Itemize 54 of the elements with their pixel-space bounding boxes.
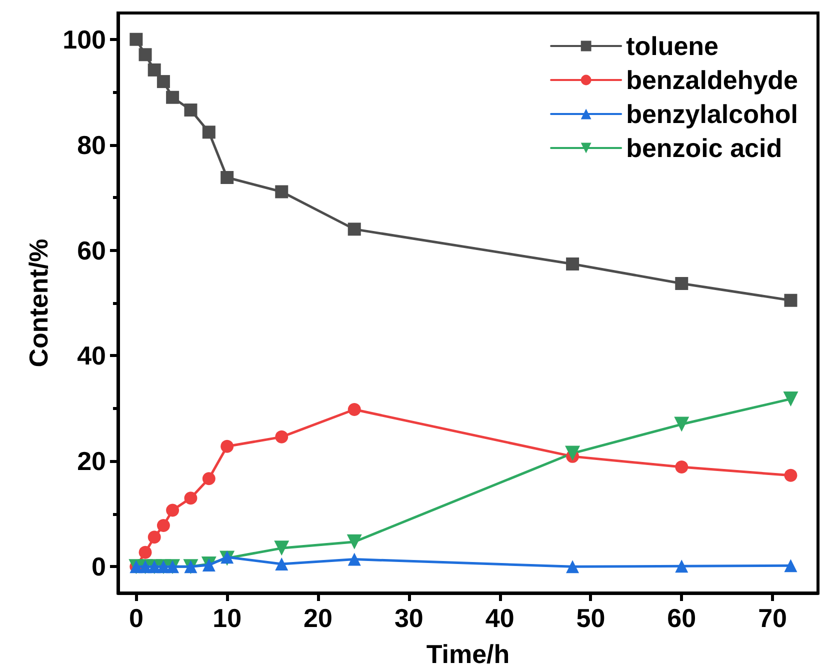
point [138, 546, 152, 559]
point [566, 560, 580, 574]
point [674, 416, 690, 432]
point [348, 552, 361, 566]
point [274, 540, 290, 556]
point [783, 391, 798, 406]
y-tick-label: 60 [77, 235, 106, 266]
point [675, 560, 688, 573]
y-tick-label: 0 [92, 552, 106, 582]
point [565, 446, 580, 461]
point [220, 171, 234, 184]
legend-label: benzaldehyde [626, 65, 798, 95]
point [675, 460, 688, 474]
point [166, 504, 180, 517]
point [566, 257, 580, 270]
y-tick-label: 80 [77, 130, 106, 160]
x-tick-label: 10 [212, 603, 242, 633]
point [184, 492, 198, 505]
point [220, 440, 234, 453]
point [138, 48, 152, 62]
y-tick-label: 100 [62, 24, 106, 54]
point [130, 32, 143, 46]
legend-label: benzylalcohol [626, 99, 798, 129]
x-tick-label: 20 [304, 603, 332, 633]
y-axis-title: Content/% [24, 238, 54, 368]
point [346, 534, 362, 550]
point [202, 472, 216, 486]
x-tick-label: 60 [667, 603, 696, 633]
y-tick-label: 40 [77, 340, 106, 371]
point [784, 559, 798, 572]
x-axis-title: Time/h [426, 639, 510, 669]
point [275, 185, 288, 198]
y-tick-label: 20 [77, 446, 106, 476]
x-tick-label: 70 [758, 603, 788, 633]
point [156, 75, 170, 88]
x-tick-label: 0 [128, 603, 144, 633]
point [784, 294, 798, 307]
x-tick-label: 30 [394, 603, 424, 633]
point [348, 403, 361, 416]
point [675, 276, 688, 290]
point [156, 519, 170, 532]
point [202, 126, 216, 139]
x-tick-label: 50 [576, 603, 606, 633]
point [166, 90, 180, 104]
x-tick-label: 40 [485, 603, 514, 633]
point [348, 222, 361, 236]
legend-label: benzoic acid [626, 133, 782, 163]
point [148, 530, 161, 544]
point [275, 430, 288, 444]
point [784, 468, 798, 482]
point [184, 104, 198, 117]
legend-label: toluene [626, 31, 719, 61]
point [275, 558, 288, 570]
point [148, 63, 161, 76]
